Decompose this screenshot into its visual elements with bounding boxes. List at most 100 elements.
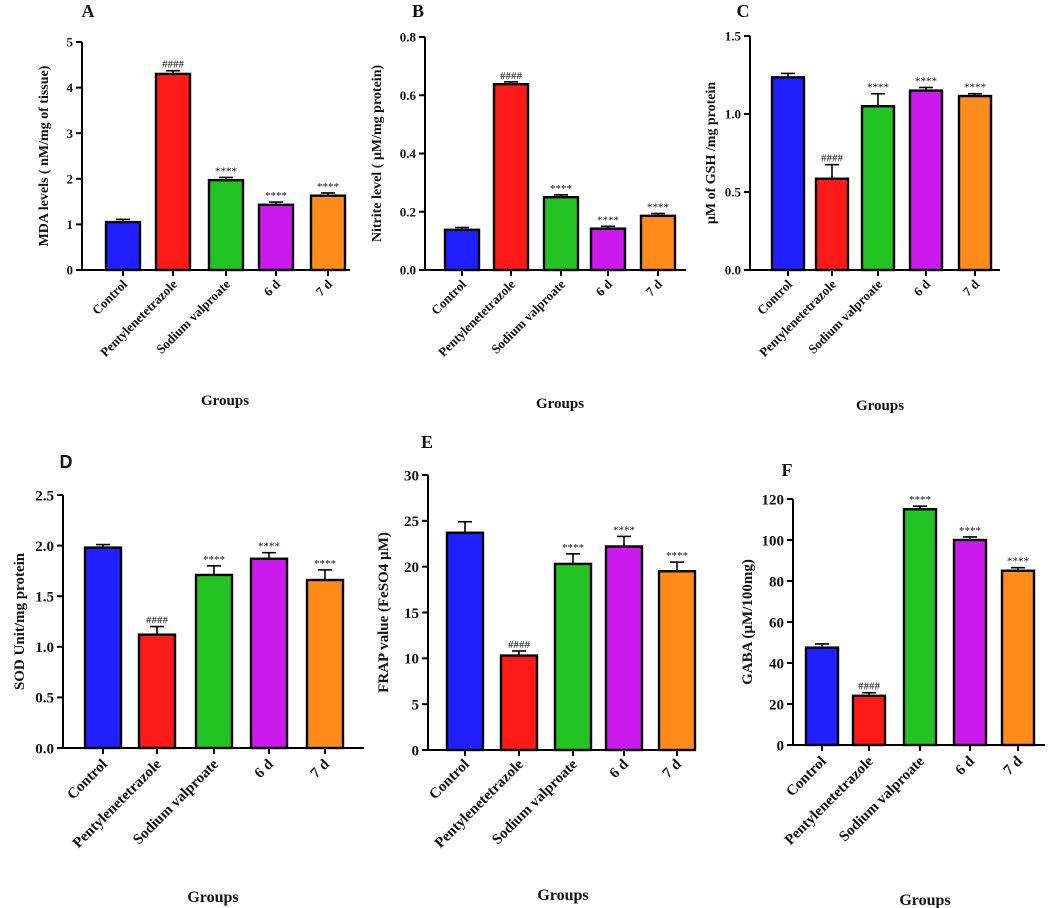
bar — [908, 89, 944, 272]
y-tick-label: 2.0 — [35, 539, 54, 555]
y-tick-label: 25 — [404, 514, 419, 530]
y-tick-label: 1.5 — [725, 29, 742, 44]
y-tick-label: 5 — [412, 697, 420, 713]
significance-label: **** — [1007, 556, 1029, 568]
significance-label: #### — [146, 615, 169, 627]
bar — [902, 508, 938, 747]
significance-label: **** — [867, 82, 889, 94]
x-axis-title: Groups — [187, 889, 238, 906]
significance-label: #### — [821, 153, 844, 165]
panel-letter: C — [737, 1, 750, 21]
bar — [553, 562, 593, 752]
y-axis-label: Nitrite level ( µM/mg protein) — [370, 65, 385, 243]
panel-f: F #### **** **** **** 0 20 40 60 80 100 120 ControlP… — [740, 460, 1045, 908]
y-tick-label: 15 — [404, 606, 419, 622]
y-axis-label: MDA levels ( nM/mg of tissue) — [37, 65, 52, 246]
bar — [814, 177, 850, 272]
significance-label: **** — [613, 524, 635, 536]
category-label: Control — [428, 276, 469, 317]
x-axis-title: Groups — [201, 393, 249, 409]
bar — [305, 578, 345, 750]
bar — [639, 214, 677, 272]
category-label: 6 d — [252, 756, 278, 782]
significance-label: **** — [959, 525, 981, 537]
significance-label: #### — [508, 639, 531, 651]
bar — [851, 694, 887, 747]
category-label: Sodium valproate — [836, 753, 928, 845]
significance-label: #### — [162, 59, 185, 71]
bar — [257, 203, 295, 272]
significance-label: #### — [858, 681, 881, 693]
category-label: 6 d — [607, 756, 633, 782]
y-tick-label: 0 — [67, 263, 74, 278]
y-tick-label: 0.0 — [35, 741, 54, 757]
x-axis-title: Groups — [899, 892, 950, 908]
category-label: 6 d — [911, 276, 934, 299]
y-tick-label: 0.0 — [725, 263, 741, 278]
x-axis-title: Groups — [537, 887, 588, 904]
category-label: Control — [426, 757, 472, 803]
panel-b: B####************0.00.20.40.60.8ControlP… — [370, 1, 686, 412]
category-label: 7 d — [660, 756, 686, 782]
y-axis-label: FRAP value (FeSO4 µM) — [376, 532, 392, 693]
bar — [804, 646, 840, 747]
y-tick-label: 20 — [404, 560, 419, 576]
bar — [445, 531, 485, 752]
bar — [309, 194, 347, 272]
category-label: Pentylenetetrazole — [756, 276, 839, 359]
bar — [154, 72, 192, 272]
significance-label: **** — [964, 82, 986, 94]
significance-label: **** — [314, 558, 336, 570]
significance-label: **** — [258, 541, 280, 553]
significance-label: **** — [203, 554, 225, 566]
bar — [499, 654, 539, 752]
significance-label: **** — [550, 183, 572, 195]
bar — [207, 178, 245, 272]
bar — [657, 570, 697, 752]
panel-letter: D — [60, 452, 73, 472]
significance-label: #### — [500, 70, 523, 82]
y-tick-label: 5 — [67, 35, 74, 50]
y-tick-label: 80 — [769, 574, 784, 590]
y-tick-label: 60 — [769, 615, 784, 631]
panel-letter: E — [421, 432, 433, 452]
y-tick-label: 30 — [404, 468, 419, 484]
y-tick-label: 0.5 — [35, 691, 54, 707]
significance-label: **** — [215, 165, 237, 177]
bar — [957, 94, 993, 272]
bar — [542, 195, 580, 272]
y-tick-label: 10 — [404, 652, 419, 668]
y-tick-label: 0.8 — [400, 30, 417, 45]
y-tick-label: 0.2 — [400, 204, 416, 219]
bar — [770, 76, 806, 272]
y-tick-label: 1.5 — [35, 589, 54, 605]
y-tick-label: 0.6 — [400, 88, 417, 103]
significance-label: **** — [597, 214, 619, 226]
bar — [952, 538, 988, 747]
bar — [104, 220, 142, 272]
y-tick-label: 1.0 — [725, 107, 741, 122]
y-tick-label: 2.5 — [35, 488, 54, 504]
y-tick-label: 120 — [762, 492, 785, 508]
significance-label: **** — [666, 550, 688, 562]
panel-letter: A — [82, 1, 95, 21]
bar — [83, 546, 123, 750]
significance-label: **** — [647, 201, 669, 213]
bar — [249, 557, 289, 750]
category-label: 6 d — [953, 753, 979, 779]
category-label: Control — [89, 276, 130, 317]
bar — [443, 228, 481, 272]
y-tick-label: 0.5 — [725, 185, 742, 200]
category-label: 6 d — [261, 276, 284, 299]
bar — [194, 573, 234, 750]
category-label: 7 d — [1001, 753, 1027, 779]
category-label: 7 d — [960, 276, 983, 299]
bar — [860, 104, 896, 272]
bar — [492, 82, 530, 272]
y-tick-label: 0 — [412, 743, 420, 759]
y-axis-label: SOD Unit/mg protein — [12, 552, 28, 690]
category-label: Control — [64, 757, 110, 803]
significance-label: **** — [265, 190, 287, 202]
panel-a: A####************012345ControlPentylenet… — [37, 1, 350, 409]
